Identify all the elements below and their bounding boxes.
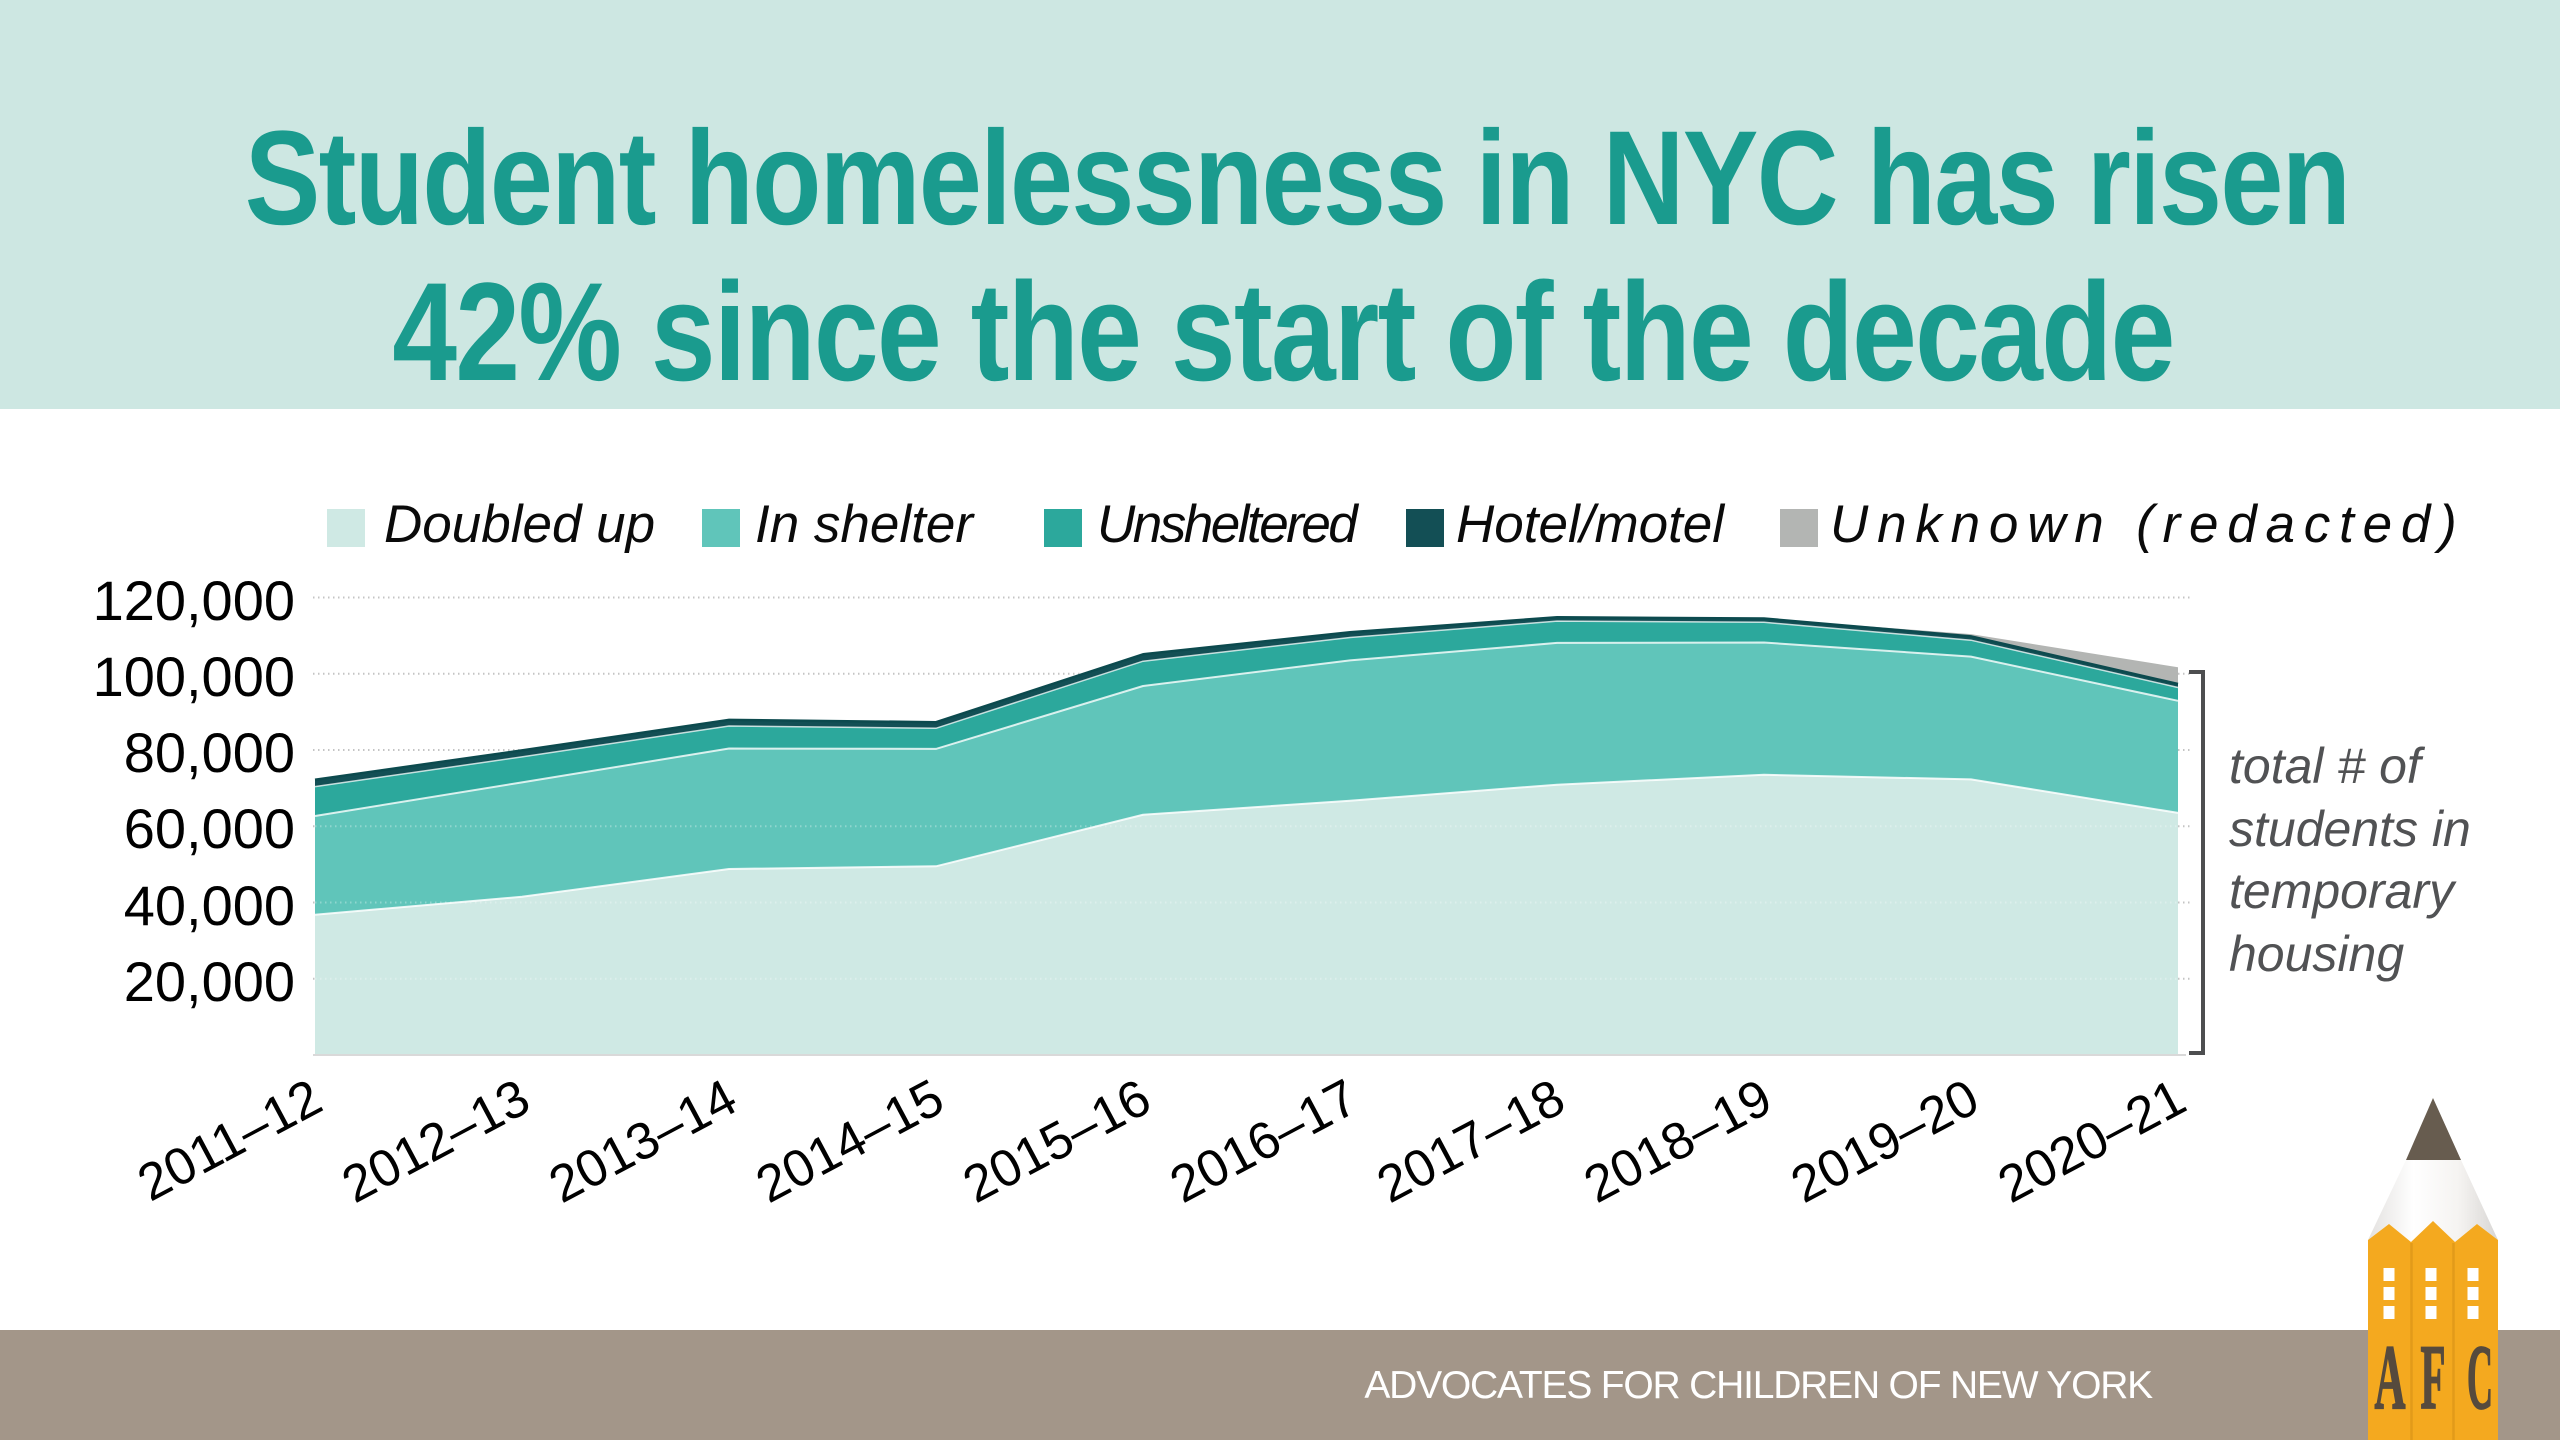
svg-text:C: C xyxy=(2467,1326,2493,1428)
svg-text:A: A xyxy=(2375,1326,2406,1428)
svg-text:F: F xyxy=(2421,1326,2446,1428)
